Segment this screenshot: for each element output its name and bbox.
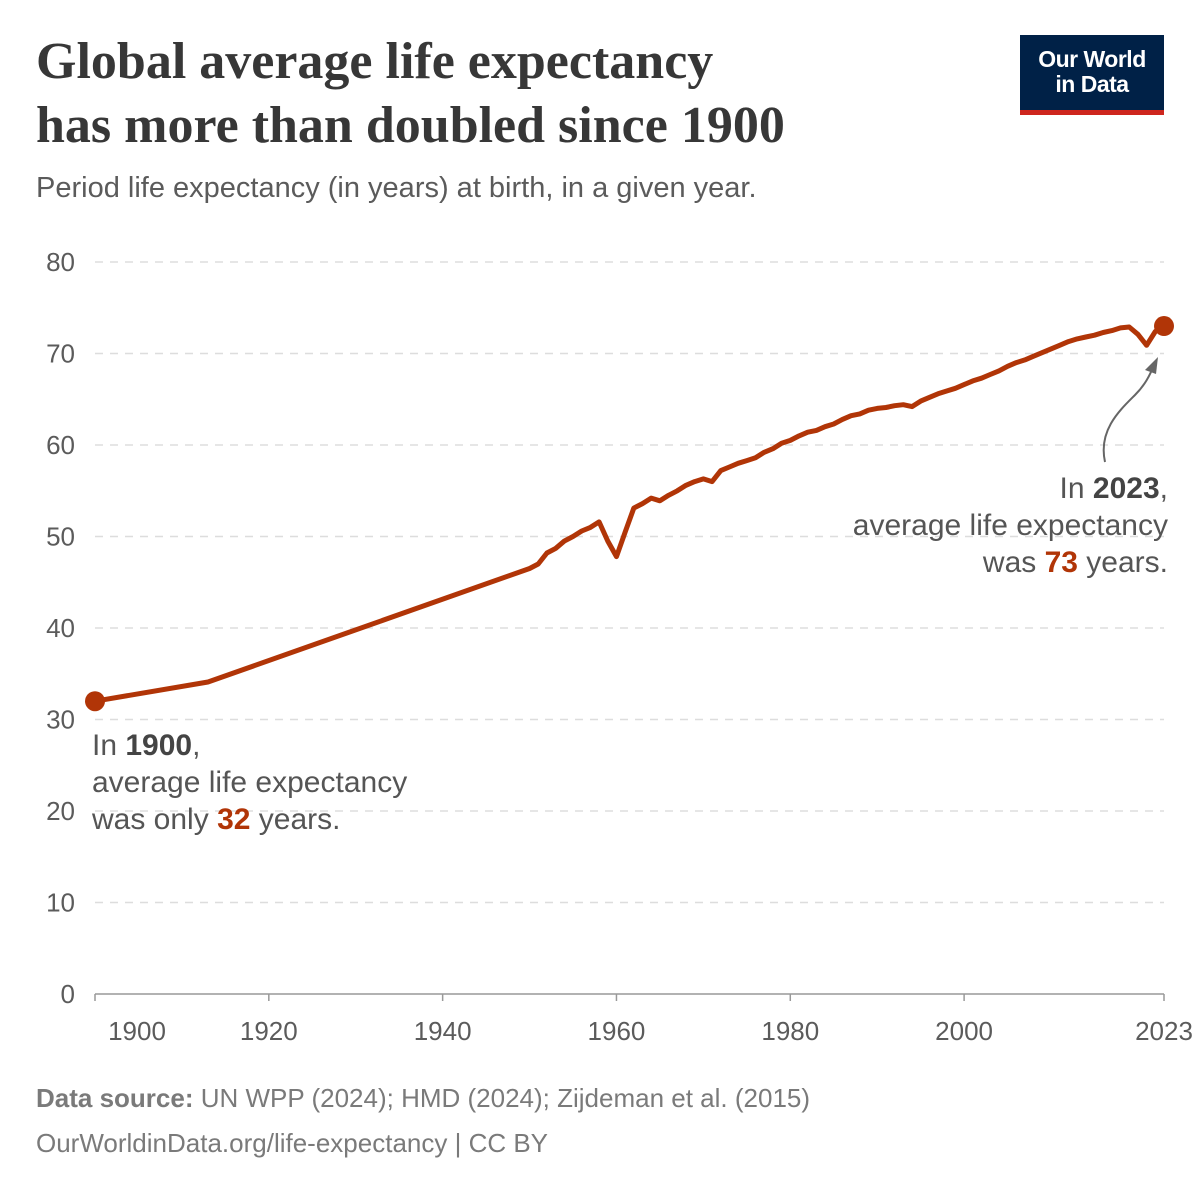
annotation-value: 32: [217, 803, 251, 836]
annotation-1900: In 1900, average life expectancy was onl…: [92, 729, 408, 836]
y-tick-label: 30: [46, 705, 75, 735]
highlight-point: [1154, 316, 1174, 337]
series-line-life-expectancy: [92, 321, 1167, 704]
annotation-2023: In 2023, average life expectancy was 73 …: [852, 472, 1168, 579]
x-tick-label: 1960: [588, 1016, 646, 1046]
y-tick-label: 60: [46, 430, 75, 460]
x-tick-label: 1940: [414, 1016, 472, 1046]
url-license[interactable]: OurWorldinData.org/life-expectancy | CC …: [36, 1128, 549, 1158]
chart-subtitle: Period life expectancy (in years) at bir…: [36, 172, 757, 204]
annotation-arrow: [1102, 364, 1155, 463]
y-tick-label: 20: [46, 796, 75, 826]
y-tick-label: 10: [46, 888, 75, 918]
title-line-1: Global average life expectancy: [36, 33, 714, 90]
logo-line-2: in Data: [1055, 71, 1129, 97]
x-tick-label: 2023: [1135, 1016, 1193, 1046]
data-source: Data source: UN WPP (2024); HMD (2024); …: [36, 1083, 810, 1114]
source-text: UN WPP (2024); HMD (2024); Zijdeman et a…: [193, 1083, 811, 1113]
x-tick-label: 2000: [935, 1016, 993, 1046]
annotation-value: 73: [1044, 546, 1078, 579]
arrow-head-icon: [1145, 357, 1158, 374]
x-tick-label: 1980: [761, 1016, 819, 1046]
highlight-point: [85, 691, 105, 712]
source-label: Data source:: [36, 1083, 194, 1113]
owid-logo[interactable]: Our World in Data: [1020, 35, 1164, 115]
y-tick-label: 70: [46, 339, 75, 369]
x-tick-label: 1920: [240, 1016, 298, 1046]
title-line-2: has more than doubled since 1900: [36, 97, 785, 154]
chart-title: Global average life expectancy has more …: [36, 30, 1006, 158]
annotation-year: 1900: [125, 729, 193, 762]
logo-line-1: Our World: [1038, 46, 1146, 72]
x-tick-label: 1900: [108, 1016, 166, 1046]
y-tick-label: 0: [61, 979, 75, 1009]
y-tick-label: 40: [46, 613, 75, 643]
y-tick-label: 50: [46, 522, 75, 552]
annotation-year: 2023: [1092, 472, 1160, 505]
y-tick-label: 80: [46, 247, 75, 277]
